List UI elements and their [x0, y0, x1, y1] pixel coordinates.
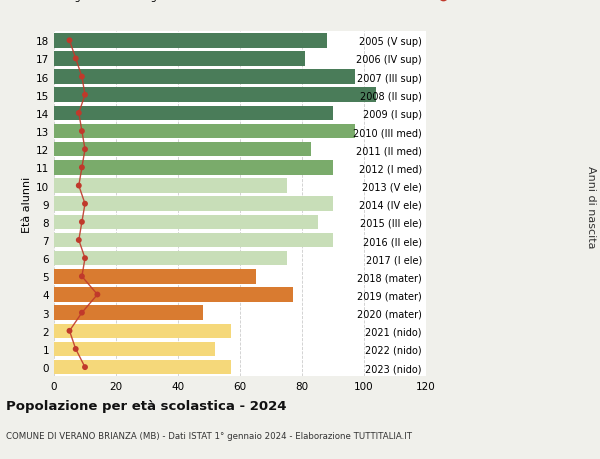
Point [71, 346, 80, 353]
Bar [54, 342, 215, 357]
Bar [54, 306, 203, 320]
Point [74, 110, 83, 118]
Point [80, 255, 90, 262]
Point [71, 56, 80, 63]
Point [77, 74, 87, 81]
Bar [54, 143, 311, 157]
Point [77, 218, 87, 226]
Point [80, 92, 90, 99]
Point [77, 309, 87, 317]
Text: COMUNE DI VERANO BRIANZA (MB) - Dati ISTAT 1° gennaio 2024 - Elaborazione TUTTIT: COMUNE DI VERANO BRIANZA (MB) - Dati IST… [6, 431, 412, 441]
Point [65, 38, 74, 45]
Point [65, 327, 74, 335]
Point [80, 201, 90, 208]
Point [80, 146, 90, 154]
Bar [54, 252, 287, 266]
Point [74, 237, 83, 244]
Bar [54, 197, 333, 212]
Bar [54, 34, 327, 49]
Bar [54, 360, 231, 375]
Bar [54, 233, 333, 248]
Text: Anni di nascita: Anni di nascita [586, 165, 596, 248]
Bar [54, 179, 287, 193]
Y-axis label: Età alunni: Età alunni [22, 176, 32, 232]
Point [92, 291, 102, 298]
Bar [54, 161, 333, 175]
Bar [54, 88, 376, 103]
Bar [54, 324, 231, 338]
Bar [54, 70, 355, 84]
Bar [54, 288, 293, 302]
Bar [54, 269, 256, 284]
Point [77, 128, 87, 135]
Point [80, 364, 90, 371]
Bar [54, 106, 333, 121]
Point [77, 273, 87, 280]
Text: Popolazione per età scolastica - 2024: Popolazione per età scolastica - 2024 [6, 399, 287, 412]
Bar [54, 52, 305, 67]
Point [74, 183, 83, 190]
Bar [54, 124, 355, 139]
Legend: Sec. II grado, Sec. I grado, Scuola Primaria, Scuola Infanzia, Asilo Nido, Stran: Sec. II grado, Sec. I grado, Scuola Prim… [29, 0, 493, 2]
Bar [54, 215, 317, 230]
Point [77, 164, 87, 172]
